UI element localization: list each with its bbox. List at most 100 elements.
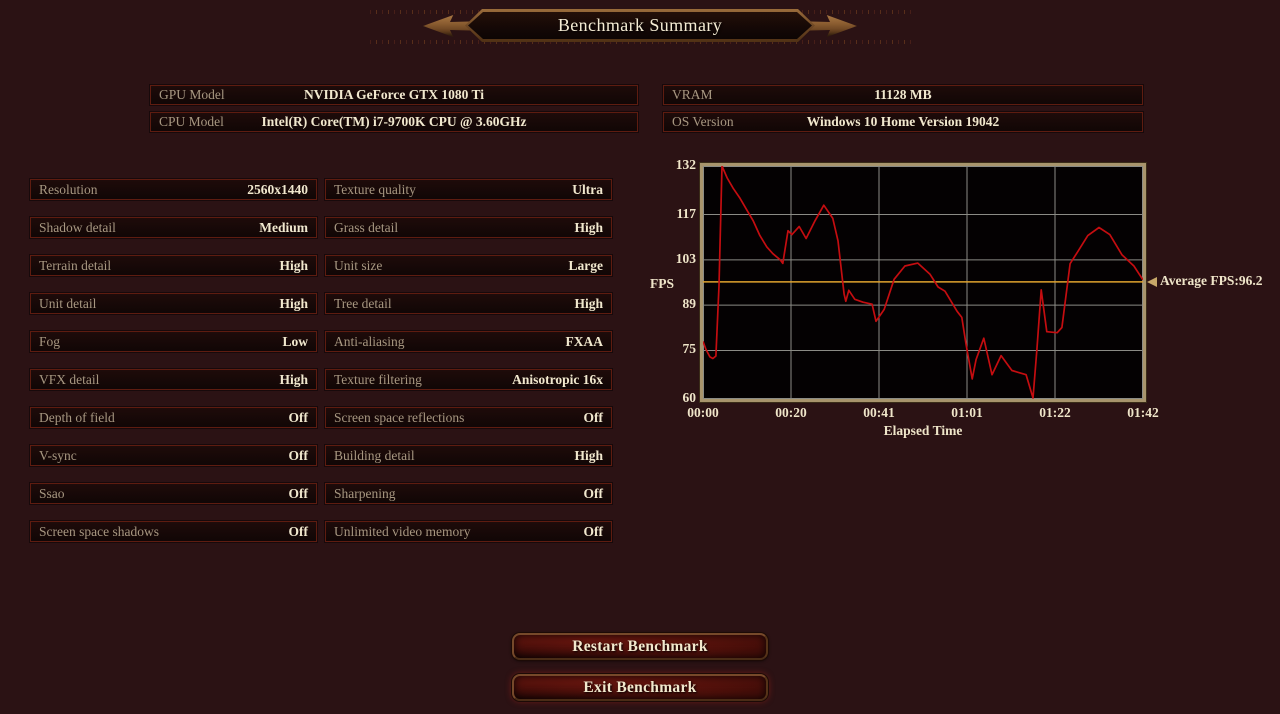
x-axis-tick: 01:01	[951, 405, 983, 420]
row-value: Off	[583, 523, 604, 539]
row-label: GPU Model	[159, 87, 225, 102]
row-label: VRAM	[672, 87, 713, 102]
row-value: Large	[568, 257, 604, 273]
setting-row: Depth of field Off	[30, 407, 317, 428]
row-label: Unit size	[334, 257, 383, 273]
restart-benchmark-button[interactable]: Restart Benchmark	[512, 633, 768, 660]
fps-chart	[700, 163, 1146, 402]
setting-row: Tree detail High	[325, 293, 612, 314]
banner: Benchmark Summary	[365, 7, 915, 45]
row-label: Depth of field	[39, 409, 115, 425]
row-value: Off	[288, 447, 309, 463]
row-value: 11128 MB	[874, 87, 932, 102]
y-axis-tick: 103	[675, 250, 696, 266]
fps-line-chart	[703, 166, 1143, 399]
row-label: Resolution	[39, 181, 98, 197]
y-axis-tick: 60	[682, 390, 697, 405]
row-label: Fog	[39, 333, 61, 349]
row-label: Texture filtering	[334, 371, 422, 387]
row-label: OS Version	[672, 114, 734, 129]
system-info-row: VRAM 11128 MB	[663, 85, 1143, 105]
setting-row: Texture quality Ultra	[325, 179, 612, 200]
settings-column-left: Resolution 2560x1440 Shadow detail Medium Te…	[30, 179, 317, 559]
banner-plate: Benchmark Summary	[465, 9, 815, 42]
setting-row: Sharpening Off	[325, 483, 612, 504]
row-value: FXAA	[565, 333, 604, 349]
setting-row: Fog Low	[30, 331, 317, 352]
row-label: Screen space reflections	[334, 409, 465, 425]
setting-row: Texture filtering Anisotropic 16x	[325, 369, 612, 390]
row-label: Ssao	[39, 485, 65, 501]
system-info-row: OS Version Windows 10 Home Version 19042	[663, 112, 1143, 132]
setting-row: Ssao Off	[30, 483, 317, 504]
row-value: Low	[282, 333, 308, 349]
row-value: Windows 10 Home Version 19042	[806, 114, 1000, 129]
setting-row: Building detail High	[325, 445, 612, 466]
row-label: Tree detail	[334, 295, 392, 311]
setting-row: Resolution 2560x1440	[30, 179, 317, 200]
row-value: Medium	[259, 219, 308, 235]
y-axis-tick: 132	[675, 157, 696, 172]
page-title: Benchmark Summary	[557, 15, 723, 35]
setting-row: Grass detail High	[325, 217, 612, 238]
x-axis-tick: 01:42	[1127, 405, 1159, 420]
chart-x-axis-ticks: 00:00 00:20 00:41 01:01 01:22 01:42	[687, 405, 1159, 425]
average-fps-label: Average FPS:96.2	[1160, 272, 1263, 288]
setting-row: V-sync Off	[30, 445, 317, 466]
row-label: Anti-aliasing	[334, 333, 405, 349]
average-fps-arrow-icon	[1147, 276, 1157, 287]
exit-benchmark-button[interactable]: Exit Benchmark	[512, 674, 768, 701]
row-label: Building detail	[334, 447, 415, 463]
system-info-row: CPU Model Intel(R) Core(TM) i7-9700K CPU …	[150, 112, 638, 132]
row-value: Off	[583, 485, 604, 501]
row-label: Unit detail	[39, 295, 97, 311]
row-value: Off	[288, 485, 309, 501]
system-info-right: VRAM 11128 MB OS Version Windows 10 Home Ve…	[663, 85, 1143, 139]
row-label: Screen space shadows	[39, 523, 159, 539]
row-value: Off	[288, 409, 309, 425]
chart-x-axis-label: Elapsed Time	[883, 423, 963, 438]
row-value: Anisotropic 16x	[512, 371, 603, 387]
x-axis-tick: 00:20	[775, 405, 807, 420]
setting-row: Unlimited video memory Off	[325, 521, 612, 542]
row-value: Off	[583, 409, 604, 425]
row-label: V-sync	[39, 447, 77, 463]
y-axis-tick: 89	[682, 296, 697, 312]
row-value: High	[574, 447, 603, 463]
row-value: Intel(R) Core(TM) i7-9700K CPU @ 3.60GHz	[261, 114, 527, 129]
setting-row: Unit size Large	[325, 255, 612, 276]
row-value: High	[279, 295, 308, 311]
setting-row: Screen space shadows Off	[30, 521, 317, 542]
banner-spikes-bottom	[365, 40, 915, 44]
row-label: Texture quality	[334, 181, 416, 197]
x-axis-tick: 00:41	[863, 405, 895, 420]
row-label: Unlimited video memory	[334, 523, 471, 539]
row-label: CPU Model	[159, 114, 224, 129]
system-info-left: GPU Model NVIDIA GeForce GTX 1080 Ti CPU M…	[150, 85, 638, 139]
y-axis-tick: 117	[676, 205, 696, 221]
setting-row: Anti-aliasing FXAA	[325, 331, 612, 352]
settings-column-right: Texture quality Ultra Grass detail High Unit…	[325, 179, 612, 559]
row-label: Grass detail	[334, 219, 399, 235]
row-value: Off	[288, 523, 309, 539]
setting-row: Screen space reflections Off	[325, 407, 612, 428]
setting-row: Unit detail High	[30, 293, 317, 314]
row-label: Sharpening	[334, 485, 396, 501]
setting-row: VFX detail High	[30, 369, 317, 390]
setting-row: Terrain detail High	[30, 255, 317, 276]
row-value: 2560x1440	[247, 181, 308, 197]
setting-row: Shadow detail Medium	[30, 217, 317, 238]
row-value: NVIDIA GeForce GTX 1080 Ti	[303, 87, 484, 102]
row-value: High	[574, 219, 603, 235]
row-value: High	[279, 371, 308, 387]
chart-y-axis-label: FPS	[650, 276, 675, 291]
y-axis-tick: 75	[682, 341, 697, 357]
row-label: VFX detail	[39, 371, 100, 387]
row-label: Shadow detail	[39, 219, 116, 235]
row-value: High	[574, 295, 603, 311]
x-axis-tick: 00:00	[687, 405, 719, 420]
x-axis-tick: 01:22	[1039, 405, 1071, 420]
system-info-row: GPU Model NVIDIA GeForce GTX 1080 Ti	[150, 85, 638, 105]
row-label: Terrain detail	[39, 257, 112, 273]
row-value: High	[279, 257, 308, 273]
